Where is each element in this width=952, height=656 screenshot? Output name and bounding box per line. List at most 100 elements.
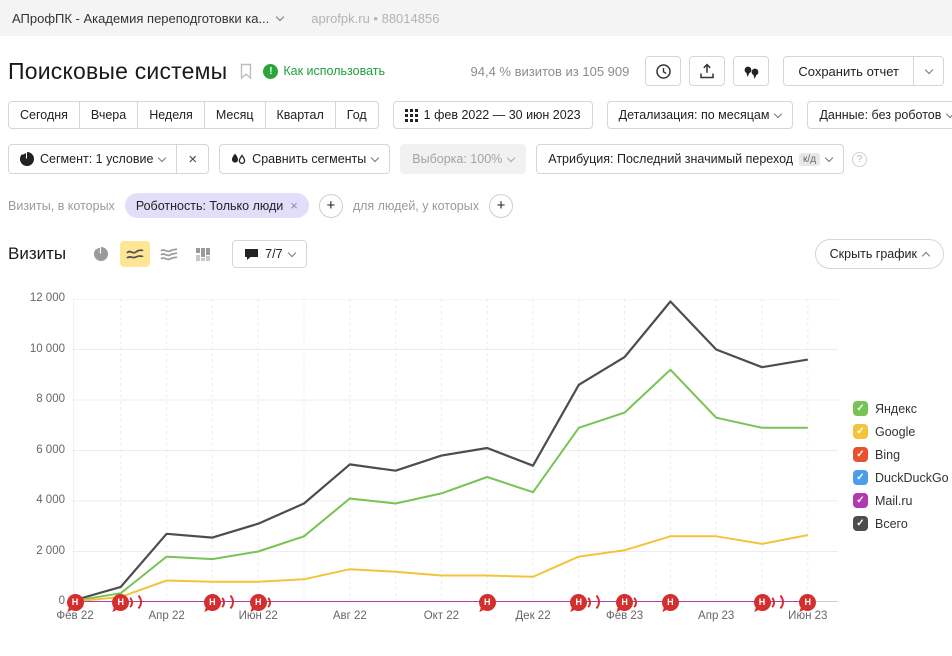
save-report-button[interactable]: Сохранить отчет (783, 56, 914, 86)
legend-checkbox[interactable]: ✓ (853, 401, 868, 416)
help-icon[interactable]: ? (852, 151, 868, 167)
filter-chip-robots[interactable]: Роботность: Только люди × (124, 193, 309, 218)
visits-share: 94,4 % визитов из 105 909 (470, 63, 630, 79)
bookmark-icon[interactable] (239, 63, 253, 80)
preset-week[interactable]: Неделя (137, 101, 205, 129)
pie-segment-icon (20, 152, 34, 166)
legend-item-bing[interactable]: ✓ Bing (853, 443, 949, 466)
sampling-value: Выборка: 100% (412, 152, 503, 166)
annotation-marker[interactable]: Н (203, 592, 234, 612)
x-tick-label: Фев 23 (605, 610, 644, 622)
legend-item-яндекс[interactable]: ✓ Яндекс (853, 397, 949, 420)
period-presets: Сегодня Вчера Неделя Месяц Квартал Год (8, 101, 379, 129)
export-button[interactable] (689, 56, 726, 86)
chart-type-stacked-button[interactable] (154, 241, 184, 267)
chevron-down-icon (774, 109, 783, 118)
annotation-marker[interactable]: Н (661, 593, 679, 611)
chart-type-line-button[interactable] (120, 241, 151, 267)
save-report-dropdown[interactable] (914, 56, 944, 86)
chevron-up-icon (921, 251, 931, 260)
comments-button[interactable] (733, 56, 770, 86)
chevron-down-icon (371, 153, 380, 162)
annotation-marker[interactable]: Н (66, 593, 84, 611)
preset-year[interactable]: Год (334, 101, 379, 129)
date-range-button[interactable]: 1 фев 2022 — 30 июн 2023 (392, 101, 593, 129)
sampling-button[interactable]: Выборка: 100% (400, 144, 527, 174)
annotation-icon: Н (799, 593, 817, 611)
legend-item-всего[interactable]: ✓ Всего (853, 512, 949, 535)
preset-today[interactable]: Сегодня (8, 101, 80, 129)
preset-quarter[interactable]: Квартал (264, 101, 336, 129)
history-button[interactable] (645, 56, 682, 86)
data-mode-button[interactable]: Данные: без роботов (807, 101, 952, 129)
legend-label: Яндекс (875, 401, 918, 416)
preset-month[interactable]: Месяц (203, 101, 266, 129)
people-filter-label: для людей, у которых (352, 198, 479, 213)
legend-label: Mail.ru (875, 493, 913, 508)
x-tick-label: Июн 23 (788, 610, 828, 622)
plot-area[interactable] (72, 298, 838, 603)
series-line-google[interactable] (74, 534, 808, 603)
attribution-button[interactable]: Атрибуция: Последний значимый переход к/… (536, 144, 845, 174)
legend-label: Bing (875, 447, 901, 462)
ripple-icon (214, 592, 234, 612)
annotation-icon: Н (203, 593, 221, 611)
how-to-use-link[interactable]: Как использовать (283, 64, 385, 78)
y-tick-label: 12 000 (29, 292, 65, 304)
legend-label: Google (875, 424, 916, 439)
x-tick-label: Авг 22 (332, 610, 367, 622)
y-tick-label: 6 000 (36, 443, 65, 456)
x-tick-label: Окт 22 (423, 610, 460, 622)
annotation-marker[interactable]: Н (112, 592, 143, 612)
legend-item-duckduckgo[interactable]: ✓ DuckDuckGo (853, 466, 949, 489)
legend-checkbox[interactable]: ✓ (853, 447, 868, 462)
hide-chart-button[interactable]: Скрыть график (814, 239, 944, 269)
ripple-icon (580, 592, 601, 612)
top-bar: АПрофПК - Академия переподготовки ка... … (0, 0, 952, 36)
legend-item-google[interactable]: ✓ Google (853, 420, 949, 443)
chevron-down-icon (276, 12, 285, 21)
series-line-всего[interactable] (74, 300, 808, 602)
annotation-marker[interactable]: Н (570, 592, 601, 612)
ripple-icon (622, 594, 638, 610)
annotation-icon: Н (616, 593, 634, 611)
annotation-marker[interactable]: Н (249, 593, 271, 611)
legend-checkbox[interactable]: ✓ (853, 516, 868, 531)
ripple-icon (122, 592, 143, 612)
pie-chart-icon (94, 247, 109, 261)
annotation-marker[interactable]: Н (753, 592, 784, 612)
info-icon: ! (263, 63, 279, 79)
annotation-marker[interactable]: Н (478, 593, 496, 611)
chevron-down-icon (287, 248, 296, 257)
close-icon[interactable]: × (290, 198, 298, 213)
annotations-button[interactable]: 7/7 (232, 240, 307, 268)
annotation-marker[interactable]: Н (799, 593, 817, 611)
legend-item-mail.ru[interactable]: ✓ Mail.ru (853, 489, 949, 512)
y-tick-label: 10 000 (29, 342, 65, 355)
segment-clear-button[interactable]: × (176, 144, 210, 174)
add-people-condition-button[interactable]: + (488, 193, 513, 218)
add-visit-condition-button[interactable]: + (318, 193, 343, 218)
date-range-value: 1 фев 2022 — 30 июн 2023 (423, 108, 581, 122)
legend-checkbox[interactable]: ✓ (853, 424, 868, 439)
clock-icon (656, 63, 671, 79)
annotation-marker[interactable]: Н (616, 593, 638, 611)
detalization-button[interactable]: Детализация: по месяцам (606, 101, 794, 129)
chart-title: Визиты (8, 244, 67, 263)
export-icon (700, 63, 715, 78)
counter-selector[interactable]: АПрофПК - Академия переподготовки ка... (12, 11, 285, 26)
drops-icon (232, 153, 246, 164)
preset-yesterday[interactable]: Вчера (78, 101, 139, 129)
annotation-icon: Н (66, 593, 84, 611)
chart-type-columns-button[interactable] (188, 241, 218, 267)
annotations-count: 7/7 (265, 247, 283, 261)
ripple-icon (256, 594, 271, 610)
annotation-icon: Н (570, 593, 588, 611)
series-line-яндекс[interactable] (74, 368, 808, 602)
compare-segments-button[interactable]: Сравнить сегменты (219, 144, 391, 174)
annotation-icon: Н (753, 593, 771, 611)
chart-type-pie-button[interactable] (86, 241, 116, 267)
legend-checkbox[interactable]: ✓ (853, 493, 868, 508)
segment-button[interactable]: Сегмент: 1 условие (8, 144, 178, 174)
legend-checkbox[interactable]: ✓ (853, 470, 868, 485)
